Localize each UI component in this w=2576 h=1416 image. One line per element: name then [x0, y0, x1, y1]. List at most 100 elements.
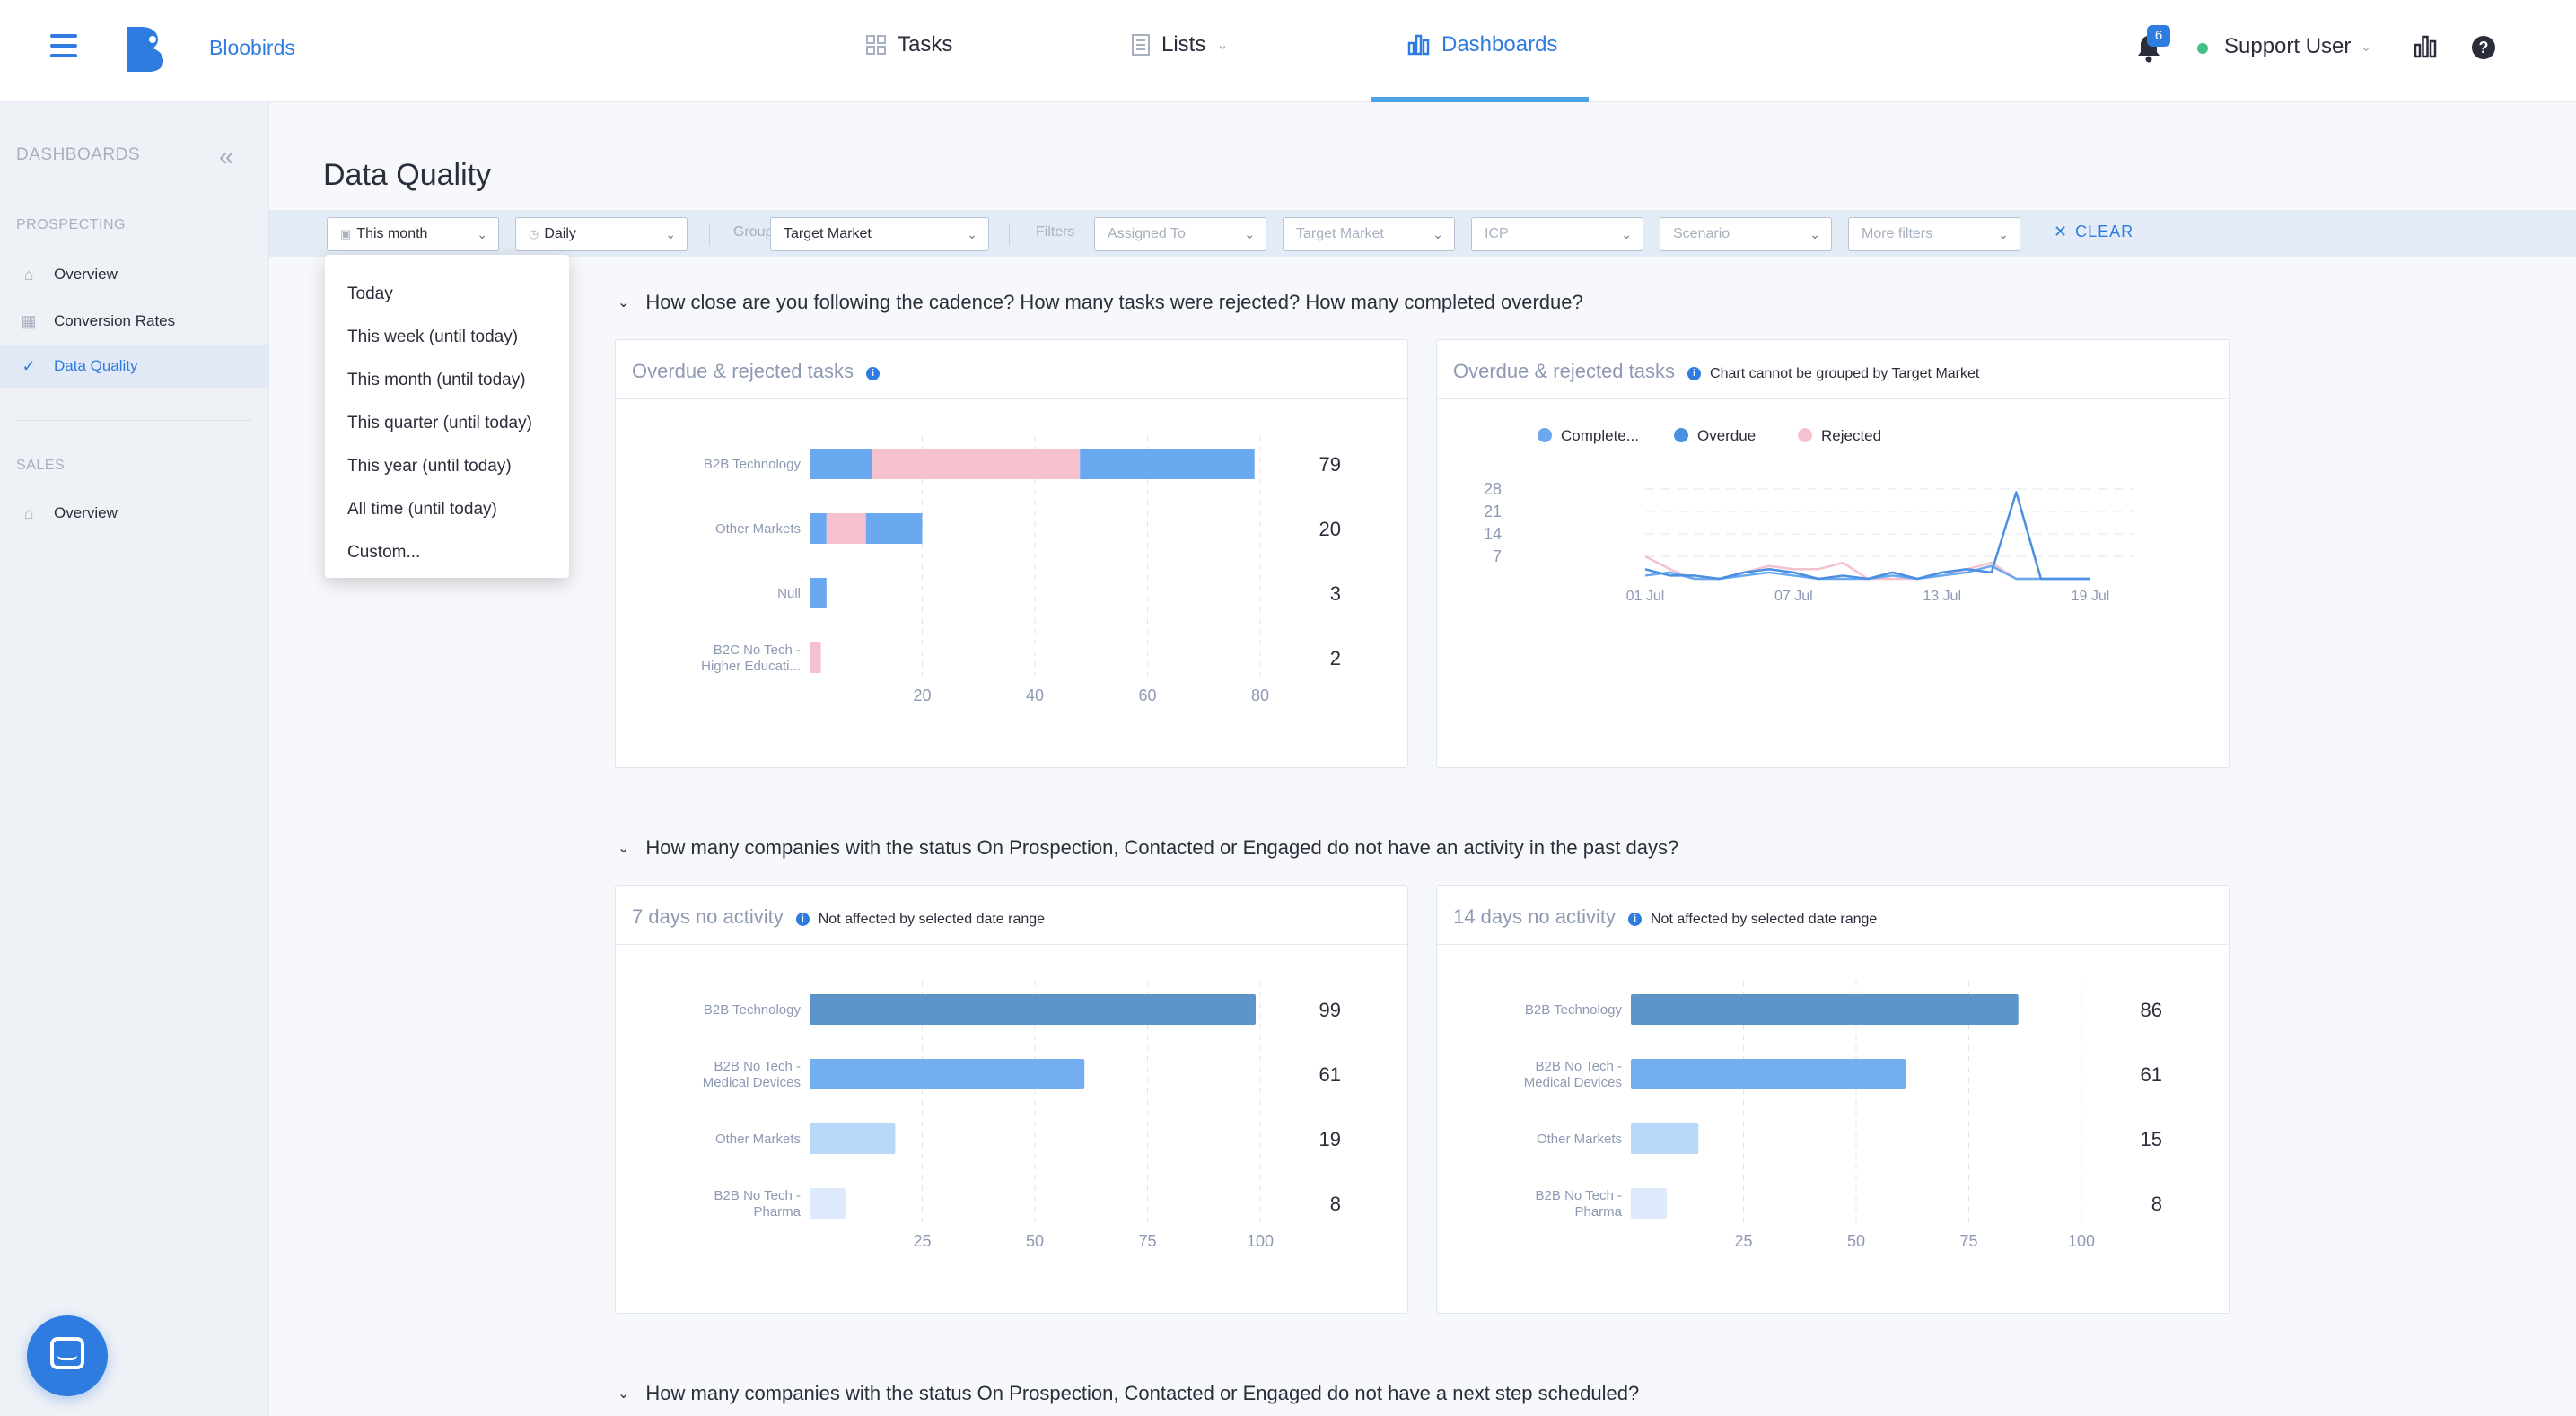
group-by-select[interactable]: Target Market ⌄	[770, 217, 989, 251]
info-icon[interactable]: i	[866, 367, 881, 380]
sidebar-item-data-quality[interactable]: ✓ Data Quality	[0, 345, 269, 388]
nav-tasks[interactable]: Tasks	[865, 32, 952, 57]
legend-label: Rejected	[1821, 427, 1881, 444]
category-label: Null	[777, 586, 801, 601]
bar-segment	[810, 642, 821, 673]
card-note: Not affected by selected date range	[1650, 912, 1878, 927]
user-menu[interactable]: Support User ⌄	[2224, 34, 2372, 59]
date-range-select[interactable]: ▣ This month ⌄	[327, 217, 499, 251]
filters-label: Filters	[1036, 224, 1075, 240]
icp-filter[interactable]: ICP ⌄	[1471, 217, 1643, 251]
question-no-next-step[interactable]: ⌄ How many companies with the status On …	[618, 1382, 1639, 1405]
card-title: Overdue & rejected tasks i Chart cannot be…	[1453, 360, 1979, 383]
bar	[810, 994, 1256, 1025]
nav-lists[interactable]: Lists ⌄	[1131, 32, 1229, 57]
date-range-option[interactable]: All time (until today)	[347, 500, 497, 519]
bar-value-label: 8	[2151, 1193, 2162, 1215]
sidebar-item-conversion-rates[interactable]: ▦ Conversion Rates	[0, 300, 269, 343]
granularity-select[interactable]: ◷ Daily ⌄	[515, 217, 688, 251]
series-line-overdue	[1644, 491, 2090, 581]
stats-icon[interactable]	[2413, 34, 2438, 59]
assigned-to-filter[interactable]: Assigned To ⌄	[1094, 217, 1266, 251]
date-range-option[interactable]: This month (until today)	[347, 371, 526, 389]
calendar-icon: ▣	[340, 227, 352, 240]
user-name: Support User	[2224, 34, 2352, 58]
chevron-down-icon: ⌄	[2360, 39, 2372, 55]
overdue-rejected-line-chart: Complete... Overdue Rejected 7 14 21 28 01 Jul 0…	[1484, 427, 2134, 604]
bar	[1631, 994, 2019, 1025]
date-range-option[interactable]: This quarter (until today)	[347, 414, 532, 433]
granularity-value: Daily	[544, 226, 576, 241]
y-tick-label: 28	[1484, 480, 1502, 498]
sidebar-item-label: Conversion Rates	[54, 312, 176, 329]
top-bar: Bloobirds Tasks Lists ⌄ Dashboards 6 Sup…	[0, 0, 2576, 102]
bar-value-label: 19	[1319, 1128, 1341, 1150]
help-icon[interactable]: ?	[2472, 36, 2495, 59]
info-icon[interactable]: i	[1687, 367, 1702, 380]
target-market-filter[interactable]: Target Market ⌄	[1283, 217, 1455, 251]
x-tick-label: 20	[913, 686, 931, 704]
card-header: Overdue & rejected tasks i	[616, 340, 1407, 399]
clear-filters-button[interactable]: ✕ CLEAR	[2054, 223, 2134, 241]
info-icon[interactable]: i	[1627, 913, 1642, 926]
bar-segment	[810, 449, 872, 479]
date-range-value: This month	[356, 226, 428, 241]
chevron-down-icon: ⌄	[1809, 227, 1820, 241]
question-no-activity[interactable]: ⌄ How many companies with the status On …	[618, 836, 1678, 860]
card-title: Overdue & rejected tasks i	[632, 360, 881, 383]
bar	[1631, 1123, 1699, 1154]
question-cadence[interactable]: ⌄ How close are you following the cadenc…	[618, 291, 1583, 314]
chevron-down-icon: ⌄	[665, 227, 676, 241]
bar-value-label: 8	[1330, 1193, 1341, 1215]
clock-icon: ◷	[529, 227, 539, 240]
x-tick-label: 25	[1734, 1232, 1752, 1250]
page-title: Data Quality	[323, 158, 492, 192]
clear-label: CLEAR	[2075, 223, 2134, 240]
legend-marker	[1538, 428, 1552, 442]
date-range-option[interactable]: This year (until today)	[347, 457, 512, 476]
bar-segment	[826, 513, 866, 544]
scenario-filter[interactable]: Scenario ⌄	[1660, 217, 1832, 251]
category-label: Medical Devices	[703, 1075, 801, 1090]
sidebar-item-sales-overview[interactable]: ⌂ Overview	[0, 492, 269, 535]
card-header: Overdue & rejected tasks i Chart cannot be…	[1437, 340, 2229, 399]
chevron-down-icon: ⌄	[967, 227, 977, 241]
more-filters-select[interactable]: More filters ⌄	[1848, 217, 2020, 251]
bar	[810, 1188, 846, 1219]
card-title-text: 7 days no activity	[632, 905, 784, 928]
date-range-option[interactable]: Custom...	[347, 543, 421, 562]
bar-segment	[810, 513, 827, 544]
card-header: 14 days no activity i Not affected by sele…	[1437, 886, 2229, 945]
sidebar-item-overview[interactable]: ⌂ Overview	[0, 253, 269, 296]
sidebar-divider	[16, 420, 253, 421]
bloobirds-logo[interactable]	[124, 27, 165, 72]
chat-launcher-button[interactable]	[27, 1315, 108, 1396]
bar	[810, 1123, 896, 1154]
y-tick-label: 21	[1484, 503, 1502, 520]
series-line-rejected	[1644, 555, 2090, 581]
online-status-dot	[2197, 43, 2208, 54]
card-overdue-rejected-bar: Overdue & rejected tasks i 20 40 60 80 B2B Te…	[615, 339, 1408, 768]
card-title-text: Overdue & rejected tasks	[1453, 360, 1676, 382]
chevron-down-icon: ⌄	[618, 295, 630, 310]
x-tick-label: 50	[1847, 1232, 1865, 1250]
x-tick-label: 100	[1247, 1232, 1274, 1250]
info-icon[interactable]: i	[795, 913, 810, 926]
legend-label: Complete...	[1561, 427, 1639, 444]
chevron-down-icon: ⌄	[618, 1386, 630, 1402]
date-range-option[interactable]: Today	[347, 284, 393, 303]
x-tick-label: 19 Jul	[2072, 589, 2110, 604]
bar-segment	[872, 449, 1081, 479]
nav-dashboards[interactable]: Dashboards	[1407, 32, 1557, 57]
category-label: Higher Educati...	[701, 659, 801, 674]
collapse-sidebar-icon[interactable]: «	[219, 142, 234, 171]
x-tick-label: 13 Jul	[1923, 589, 1961, 604]
sidebar-item-label: Overview	[54, 266, 118, 283]
x-tick-label: 75	[1959, 1232, 1977, 1250]
brand-name[interactable]: Bloobirds	[209, 36, 295, 59]
date-range-option[interactable]: This week (until today)	[347, 328, 519, 346]
chevron-down-icon: ⌄	[618, 841, 630, 856]
chevron-down-icon: ⌄	[477, 227, 487, 241]
menu-icon[interactable]	[50, 34, 77, 61]
